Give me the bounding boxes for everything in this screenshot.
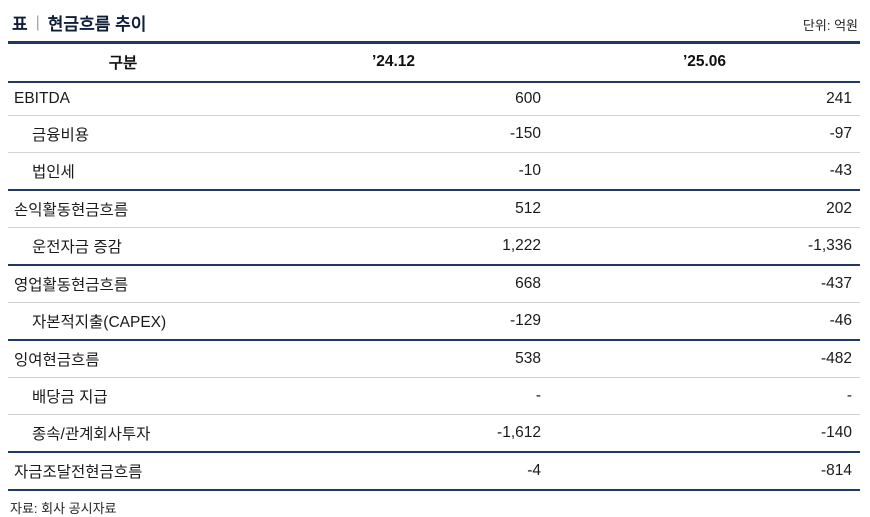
row-value: 600 — [515, 90, 541, 107]
column-header-period-1: ’24.12 — [238, 44, 549, 83]
row-label: 영업활동현금흐름 — [8, 264, 239, 303]
table-title: 현금흐름 추이 — [47, 15, 147, 34]
row-value: 668 — [238, 264, 549, 303]
row-value: -140 — [549, 414, 860, 452]
row-value: 512 — [238, 189, 549, 228]
row-value: -43 — [549, 152, 860, 190]
column-header-period-2: ’25.06 — [549, 44, 860, 83]
row-label: 자본적지출(CAPEX) — [8, 302, 239, 340]
row-value: 241 — [826, 90, 852, 107]
title-separator: | — [35, 13, 40, 31]
row-value: -97 — [549, 115, 860, 153]
table-row-subsidiary-investment: 종속/관계회사투자 -1,612 -140 — [8, 414, 860, 452]
row-value: -814 — [549, 451, 860, 490]
cash-flow-table: 구분 ’24.12 ’25.06 EBITDA 600 241 금융비용 -15… — [8, 44, 860, 491]
row-label: 법인세 — [8, 152, 239, 190]
table-row-corporate-tax: 법인세 -10 -43 — [8, 152, 860, 190]
row-label: 배당금 지급 — [8, 377, 239, 415]
row-label: 자금조달전현금흐름 — [8, 451, 239, 490]
row-value: - — [238, 377, 549, 415]
row-value: -437 — [549, 264, 860, 303]
column-header-category: 구분 — [8, 44, 239, 83]
table-row-free-cash-flow: 잉여현금흐름 538 -482 — [8, 339, 860, 378]
row-value: -129 — [238, 302, 549, 340]
table-row-financial-costs: 금융비용 -150 -97 — [8, 115, 860, 153]
row-value: -10 — [238, 152, 549, 190]
row-value: -4 — [238, 451, 549, 490]
unit-label: 단위: 억원 — [802, 18, 858, 33]
table-row-ebitda: EBITDA 600 241 — [8, 82, 860, 116]
table-row-pl-activity-cash-flow: 손익활동현금흐름 512 202 — [8, 189, 860, 228]
row-label: 운전자금 증감 — [8, 227, 239, 265]
row-value: 202 — [549, 189, 860, 228]
table-header: 구분 ’24.12 ’25.06 — [8, 44, 860, 83]
row-value: 538 — [238, 339, 549, 378]
title-bar: 표 | 현금흐름 추이 단위: 억원 — [8, 8, 860, 44]
table-row-dividend-payment: 배당금 지급 - - — [8, 377, 860, 415]
row-value: - — [549, 377, 860, 415]
row-label: 종속/관계회사투자 — [8, 414, 239, 452]
header-row: 구분 ’24.12 ’25.06 — [8, 44, 860, 83]
table-body: EBITDA 600 241 금융비용 -150 -97 법인세 -10 -43… — [8, 82, 860, 490]
table-row-operating-cash-flow: 영업활동현금흐름 668 -437 — [8, 264, 860, 303]
row-value: -482 — [549, 339, 860, 378]
row-label: 손익활동현금흐름 — [8, 189, 239, 228]
row-value: -1,612 — [238, 414, 549, 452]
source-note: 자료: 회사 공시자료 — [10, 501, 117, 516]
table-row-capex: 자본적지출(CAPEX) -129 -46 — [8, 302, 860, 340]
row-value: 1,222 — [238, 227, 549, 265]
page-title: 표 | 현금흐름 추이 — [12, 10, 146, 35]
table-row-cash-flow-before-financing: 자금조달전현금흐름 -4 -814 — [8, 451, 860, 490]
row-value: -150 — [238, 115, 549, 153]
row-label: EBITDA — [14, 90, 70, 107]
row-value: -1,336 — [549, 227, 860, 265]
row-label: 금융비용 — [8, 115, 239, 153]
row-label: 잉여현금흐름 — [8, 339, 239, 378]
row-value: -46 — [549, 302, 860, 340]
table-tag: 표 — [12, 15, 28, 34]
table-row-working-capital-change: 운전자금 증감 1,222 -1,336 — [8, 227, 860, 265]
